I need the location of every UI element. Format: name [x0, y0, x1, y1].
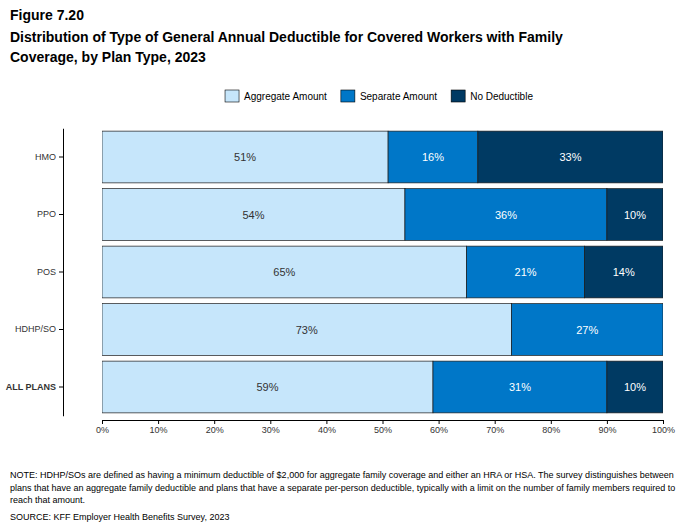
- y-tick: POS: [37, 267, 63, 277]
- x-axis: 0% 10% 20% 30% 40% 50% 60% 70% 80% 90% 100%: [96, 420, 675, 435]
- x-tick: 20%: [206, 420, 224, 435]
- data-label: 54%: [242, 209, 264, 221]
- x-tick-mark: [214, 420, 215, 424]
- x-tick-mark: [439, 420, 440, 424]
- x-tick: 80%: [542, 420, 560, 435]
- bar-segment: [102, 246, 467, 298]
- x-tick: 70%: [486, 420, 504, 435]
- source: SOURCE: KFF Employer Health Benefits Sur…: [10, 512, 229, 522]
- y-tick: ALL PLANS: [6, 382, 63, 392]
- bar-segment: [467, 246, 585, 298]
- legend-item: Aggregate Amount: [225, 90, 327, 102]
- y-tick-mark: [59, 329, 63, 330]
- y-tick-mark: [59, 157, 63, 158]
- x-tick-mark: [663, 420, 664, 424]
- data-label: 51%: [234, 151, 256, 163]
- legend: Aggregate Amount Separate Amount No Deduct…: [225, 90, 533, 102]
- x-tick-mark: [495, 420, 496, 424]
- y-tick-mark: [59, 214, 63, 215]
- x-tick-mark: [607, 420, 608, 424]
- y-tick: HDHP/SO: [15, 324, 63, 334]
- bar-segment: [102, 131, 388, 183]
- legend-label: Aggregate Amount: [244, 91, 327, 102]
- x-tick: 40%: [318, 420, 336, 435]
- legend-swatch: [225, 90, 239, 102]
- bar-segment: [405, 189, 607, 241]
- data-label: 14%: [613, 266, 635, 278]
- x-tick-label: 10%: [150, 425, 168, 435]
- y-tick-label: HMO: [35, 152, 56, 162]
- data-label: 65%: [273, 266, 295, 278]
- bar-segment: [102, 361, 433, 413]
- legend-item: Separate Amount: [341, 90, 437, 102]
- legend-label: Separate Amount: [360, 91, 437, 102]
- y-tick-label: POS: [37, 267, 56, 277]
- data-label: 31%: [509, 381, 531, 393]
- data-label: 16%: [422, 151, 444, 163]
- bar-segment: [388, 131, 478, 183]
- x-tick: 10%: [150, 420, 168, 435]
- bars: [102, 131, 663, 413]
- x-tick-mark: [383, 420, 384, 424]
- data-label: 10%: [624, 381, 646, 393]
- bar-segment: [102, 189, 405, 241]
- y-axis-line: [63, 129, 64, 417]
- y-axis: HMO PPO POS HDHP/SO ALL PLANS: [6, 129, 64, 417]
- x-tick-label: 60%: [430, 425, 448, 435]
- x-tick: 0%: [96, 420, 109, 435]
- data-label: 33%: [559, 151, 581, 163]
- y-tick-mark: [59, 272, 63, 273]
- x-tick: 90%: [598, 420, 616, 435]
- x-tick: 50%: [374, 420, 392, 435]
- x-tick: 30%: [262, 420, 280, 435]
- note: NOTE: HDHP/SOs are defined as having a m…: [10, 470, 675, 505]
- y-tick-label: HDHP/SO: [15, 324, 56, 334]
- data-label: 10%: [624, 209, 646, 221]
- bar-segment: [607, 189, 663, 241]
- data-label: 36%: [495, 209, 517, 221]
- data-label: 27%: [576, 324, 598, 336]
- x-tick-label: 30%: [262, 425, 280, 435]
- bar-segment: [102, 304, 512, 356]
- legend-swatch: [451, 90, 465, 102]
- legend-label: No Deductible: [470, 91, 533, 102]
- data-labels: 51% 54% 65% 73% 59% 16% 36% 21% 27% 31% 33% 10% 14% 1…: [234, 151, 646, 393]
- x-tick-mark: [551, 420, 552, 424]
- bar-segment: [584, 246, 663, 298]
- x-tick: 60%: [430, 420, 448, 435]
- x-tick-label: 0%: [96, 425, 109, 435]
- legend-item: No Deductible: [451, 90, 533, 102]
- legend-swatch: [341, 90, 355, 102]
- x-tick-mark: [270, 420, 271, 424]
- x-tick-label: 20%: [206, 425, 224, 435]
- x-tick-label: 100%: [652, 425, 675, 435]
- bar-segment: [512, 304, 663, 356]
- y-tick: HMO: [35, 152, 63, 162]
- x-tick-label: 80%: [542, 425, 560, 435]
- title: Distribution of Type of General Annual D…: [10, 29, 563, 65]
- y-tick-mark: [59, 387, 63, 388]
- data-label: 21%: [515, 266, 537, 278]
- bar-segment: [478, 131, 663, 183]
- x-tick-label: 70%: [486, 425, 504, 435]
- bar-segment: [607, 361, 663, 413]
- figure-label: Figure 7.20: [10, 7, 84, 23]
- x-tick-label: 90%: [598, 425, 616, 435]
- x-tick-mark: [158, 420, 159, 424]
- x-tick-label: 50%: [374, 425, 392, 435]
- y-tick-label: ALL PLANS: [6, 382, 56, 392]
- x-tick: 100%: [652, 420, 675, 435]
- chart: Figure 7.20 Distribution of Type of Gener…: [0, 0, 698, 525]
- y-tick-label: PPO: [37, 209, 56, 219]
- x-tick-mark: [326, 420, 327, 424]
- x-tick-label: 40%: [318, 425, 336, 435]
- y-tick: PPO: [37, 209, 63, 219]
- bar-segment: [433, 361, 607, 413]
- x-tick-mark: [102, 420, 103, 424]
- data-label: 59%: [256, 381, 278, 393]
- data-label: 73%: [296, 324, 318, 336]
